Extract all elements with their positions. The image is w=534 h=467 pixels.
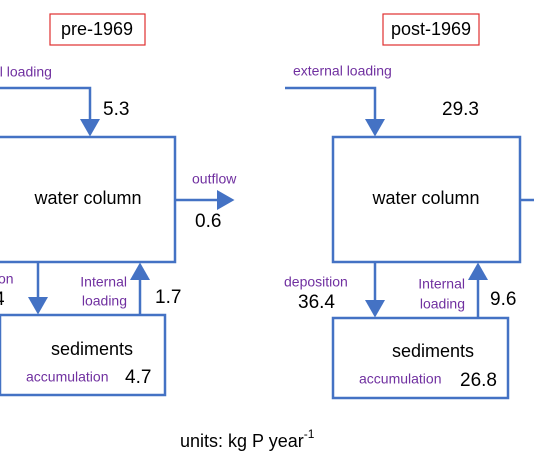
value: 9.6	[490, 289, 516, 310]
label: external loading	[293, 63, 392, 79]
box	[0, 313, 167, 397]
value: 4	[0, 289, 5, 310]
title-box	[382, 13, 480, 46]
label: outflow	[192, 171, 237, 187]
value: 36.4	[298, 292, 335, 313]
units: units: kg P year-1	[180, 427, 315, 451]
arrow	[285, 86, 385, 137]
label: loading	[420, 296, 465, 312]
label: al loading	[0, 64, 52, 80]
value: 26.8	[460, 370, 497, 391]
box	[331, 316, 510, 400]
label: deposition	[284, 274, 348, 290]
label: loading	[82, 293, 127, 309]
value: 4.7	[125, 367, 151, 388]
title: pre-1969	[61, 19, 133, 39]
value: 5.3	[103, 99, 129, 120]
label: Internal	[80, 274, 127, 290]
units-exponent: -1	[304, 427, 315, 441]
label: accumulation	[26, 369, 109, 385]
label: accumulation	[359, 371, 442, 387]
title: post-1969	[391, 19, 471, 39]
label: sediments	[51, 339, 133, 359]
value: 0.6	[195, 211, 221, 232]
label: water column	[371, 188, 479, 208]
value: 1.7	[155, 287, 181, 308]
arrow	[0, 86, 100, 137]
units-text: units: kg P year	[180, 431, 304, 451]
label: on	[0, 271, 14, 287]
label: water column	[33, 188, 141, 208]
label: sediments	[392, 341, 474, 361]
title-box	[49, 13, 146, 46]
value: 29.3	[442, 99, 479, 120]
label: Internal	[418, 276, 465, 292]
